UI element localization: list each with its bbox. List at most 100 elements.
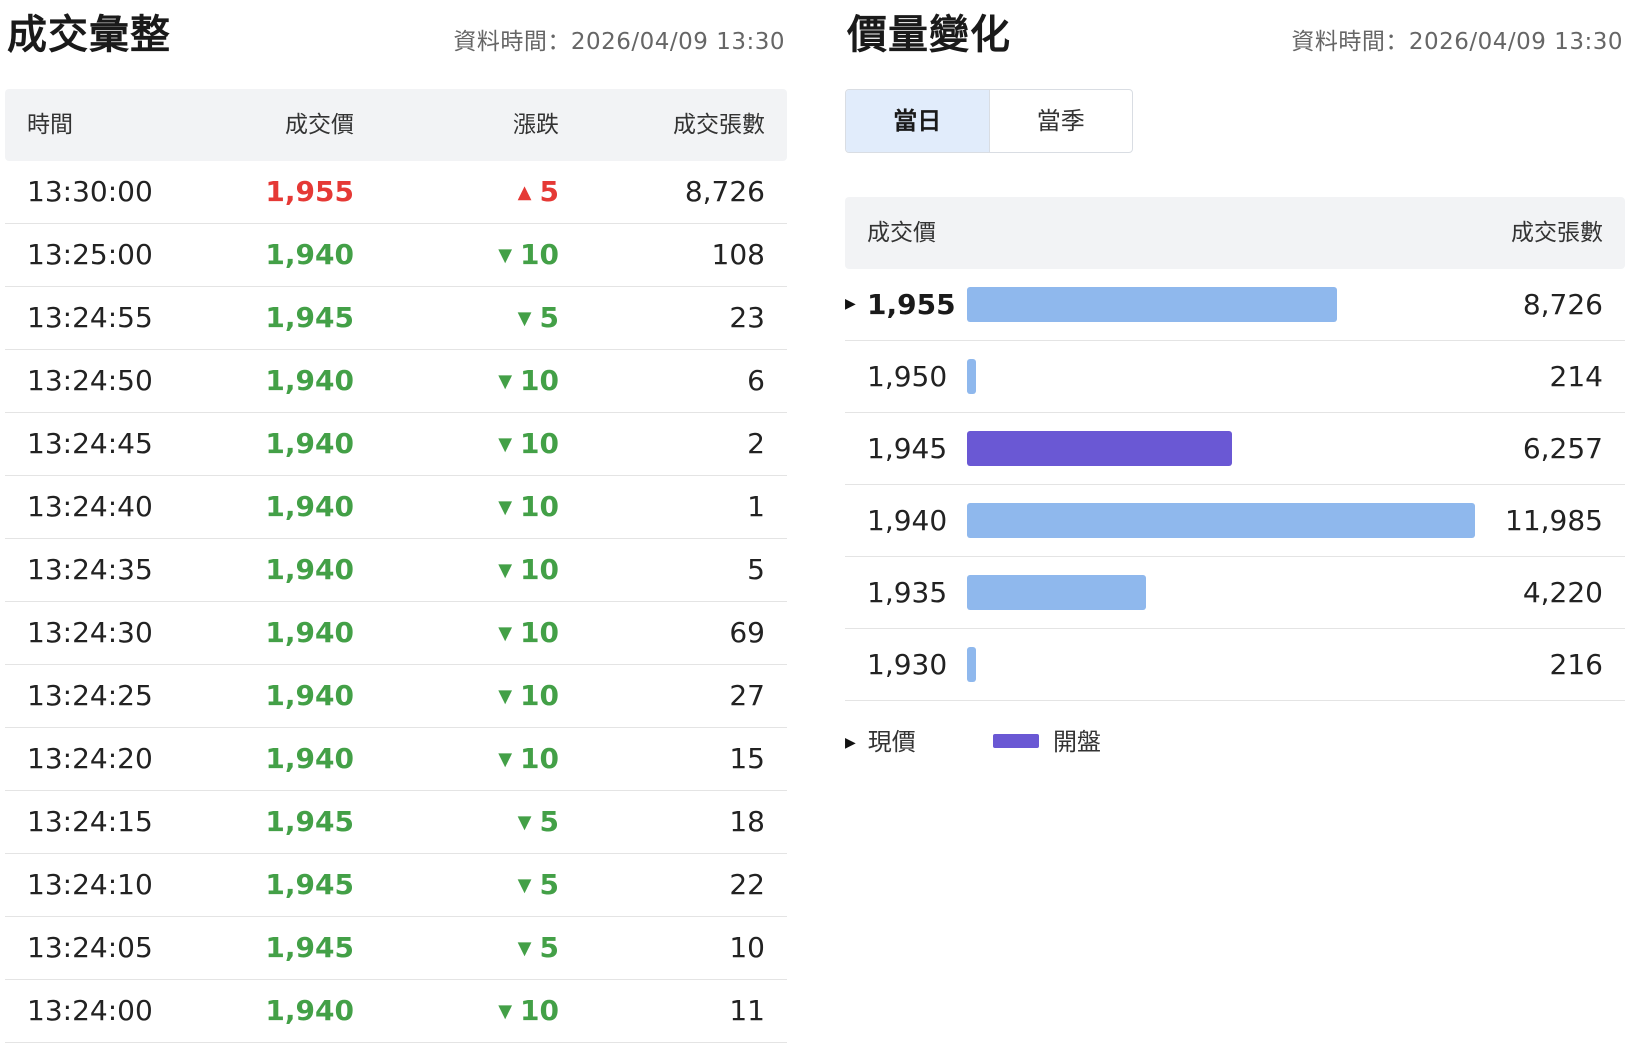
trade-change: ▼ 5 (518, 917, 559, 979)
open-swatch (993, 734, 1039, 748)
trade-price: 1,940 (265, 490, 354, 523)
trade-change-value: 5 (539, 931, 559, 964)
trade-price: 1,945 (265, 931, 354, 964)
triangle-down-icon: ▼ (498, 1001, 513, 1022)
header-price: 成交價 (285, 112, 354, 138)
trade-price: 1,940 (265, 364, 354, 397)
trade-price: 1,955 (265, 175, 354, 208)
trade-volume: 69 (729, 616, 765, 649)
trade-change-value: 5 (539, 868, 559, 901)
volume-price: 1,950 (867, 360, 948, 393)
legend-open: 開盤 (993, 722, 1101, 762)
table-row: 13:25:00 1,940 ▼ 10 108 (5, 224, 787, 287)
period-tabs: 當日 當季 (845, 89, 1133, 153)
trade-change: ▼ 10 (498, 665, 559, 727)
trade-price: 1,940 (265, 238, 354, 271)
trade-volume: 15 (729, 742, 765, 775)
trade-volume: 11 (729, 994, 765, 1027)
trade-change-value: 10 (520, 490, 559, 523)
trade-volume: 23 (729, 301, 765, 334)
volume-row: 1,950 214 (845, 341, 1625, 413)
volume-bar (967, 431, 1232, 466)
legend-current-label: 現價 (867, 728, 916, 756)
table-row: 13:30:00 1,955 ▲ 5 8,726 (5, 161, 787, 224)
trade-change-value: 10 (520, 679, 559, 712)
triangle-down-icon: ▼ (517, 812, 532, 833)
tab-quarter[interactable]: 當季 (988, 90, 1133, 152)
trade-time: 13:24:50 (27, 364, 153, 397)
legend-open-label: 開盤 (1053, 728, 1101, 756)
trade-change: ▼ 5 (518, 791, 559, 853)
trade-change: ▼ 10 (498, 476, 559, 538)
trade-table-body: 13:30:00 1,955 ▲ 5 8,726 13:25:00 1,940 ▼ 10 108 1… (5, 161, 787, 1043)
triangle-down-icon: ▼ (517, 308, 532, 329)
trade-change: ▼ 10 (498, 602, 559, 664)
triangle-down-icon: ▼ (498, 497, 513, 518)
trade-price: 1,945 (265, 805, 354, 838)
trade-time: 13:30:00 (27, 175, 153, 208)
trade-change-value: 10 (520, 553, 559, 586)
triangle-down-icon: ▼ (498, 371, 513, 392)
trade-change-value: 10 (520, 616, 559, 649)
trade-change-value: 10 (520, 364, 559, 397)
trade-change: ▼ 10 (498, 980, 559, 1042)
trade-time: 13:24:05 (27, 931, 153, 964)
volume-price: 1,935 (867, 576, 948, 609)
trade-change: ▼ 10 (498, 350, 559, 412)
trade-volume: 22 (729, 868, 765, 901)
trade-price: 1,940 (265, 427, 354, 460)
table-row: 13:24:30 1,940 ▼ 10 69 (5, 602, 787, 665)
trade-price: 1,940 (265, 616, 354, 649)
table-row: 13:24:55 1,945 ▼ 5 23 (5, 287, 787, 350)
volume-value: 11,985 (1505, 504, 1603, 537)
trade-time: 13:24:15 (27, 805, 153, 838)
triangle-down-icon: ▼ (498, 749, 513, 770)
trade-change-value: 10 (520, 427, 559, 460)
trade-volume: 6 (747, 364, 765, 397)
trade-price: 1,940 (265, 553, 354, 586)
triangle-down-icon: ▼ (498, 686, 513, 707)
volume-price: 1,955 (867, 288, 956, 321)
volume-price: 1,945 (867, 432, 948, 465)
trade-volume: 27 (729, 679, 765, 712)
triangle-down-icon: ▼ (517, 938, 532, 959)
volume-row: ▶ 1,955 8,726 (845, 269, 1625, 341)
trade-change-value: 10 (520, 238, 559, 271)
triangle-down-icon: ▼ (517, 875, 532, 896)
trade-change: ▼ 10 (498, 224, 559, 286)
volume-bar (967, 287, 1337, 322)
volume-value: 214 (1549, 360, 1603, 393)
trade-price: 1,945 (265, 301, 354, 334)
trade-time: 13:24:35 (27, 553, 153, 586)
trade-time: 13:24:40 (27, 490, 153, 523)
trade-change-value: 10 (520, 742, 559, 775)
volume-value: 8,726 (1522, 288, 1603, 321)
trade-change: ▼ 10 (498, 413, 559, 475)
trade-time: 13:24:25 (27, 679, 153, 712)
trade-price: 1,940 (265, 679, 354, 712)
price-volume-title: 價量變化 (847, 12, 1011, 58)
table-row: 13:24:50 1,940 ▼ 10 6 (5, 350, 787, 413)
table-row: 13:24:25 1,940 ▼ 10 27 (5, 665, 787, 728)
price-volume-timestamp: 資料時間：2026/04/09 13:30 (1291, 29, 1623, 55)
volume-price: 1,940 (867, 504, 948, 537)
trade-volume: 108 (711, 238, 765, 271)
volume-row: 1,940 11,985 (845, 485, 1625, 557)
trade-volume: 18 (729, 805, 765, 838)
trade-summary-timestamp: 資料時間：2026/04/09 13:30 (453, 29, 785, 55)
trade-change: ▼ 10 (498, 728, 559, 790)
trade-volume: 8,726 (684, 175, 765, 208)
trade-change-value: 5 (539, 301, 559, 334)
header-time: 時間 (27, 112, 73, 138)
trade-summary-title: 成交彙整 (7, 12, 171, 58)
trade-volume: 5 (747, 553, 765, 586)
trade-change-value: 10 (520, 994, 559, 1027)
trade-price: 1,940 (265, 742, 354, 775)
table-row: 13:24:00 1,940 ▼ 10 11 (5, 980, 787, 1043)
trade-price: 1,945 (265, 868, 354, 901)
table-row: 13:24:10 1,945 ▼ 5 22 (5, 854, 787, 917)
tab-today[interactable]: 當日 (846, 90, 989, 152)
trade-change: ▼ 5 (518, 287, 559, 349)
table-row: 13:24:45 1,940 ▼ 10 2 (5, 413, 787, 476)
trade-volume: 2 (747, 427, 765, 460)
